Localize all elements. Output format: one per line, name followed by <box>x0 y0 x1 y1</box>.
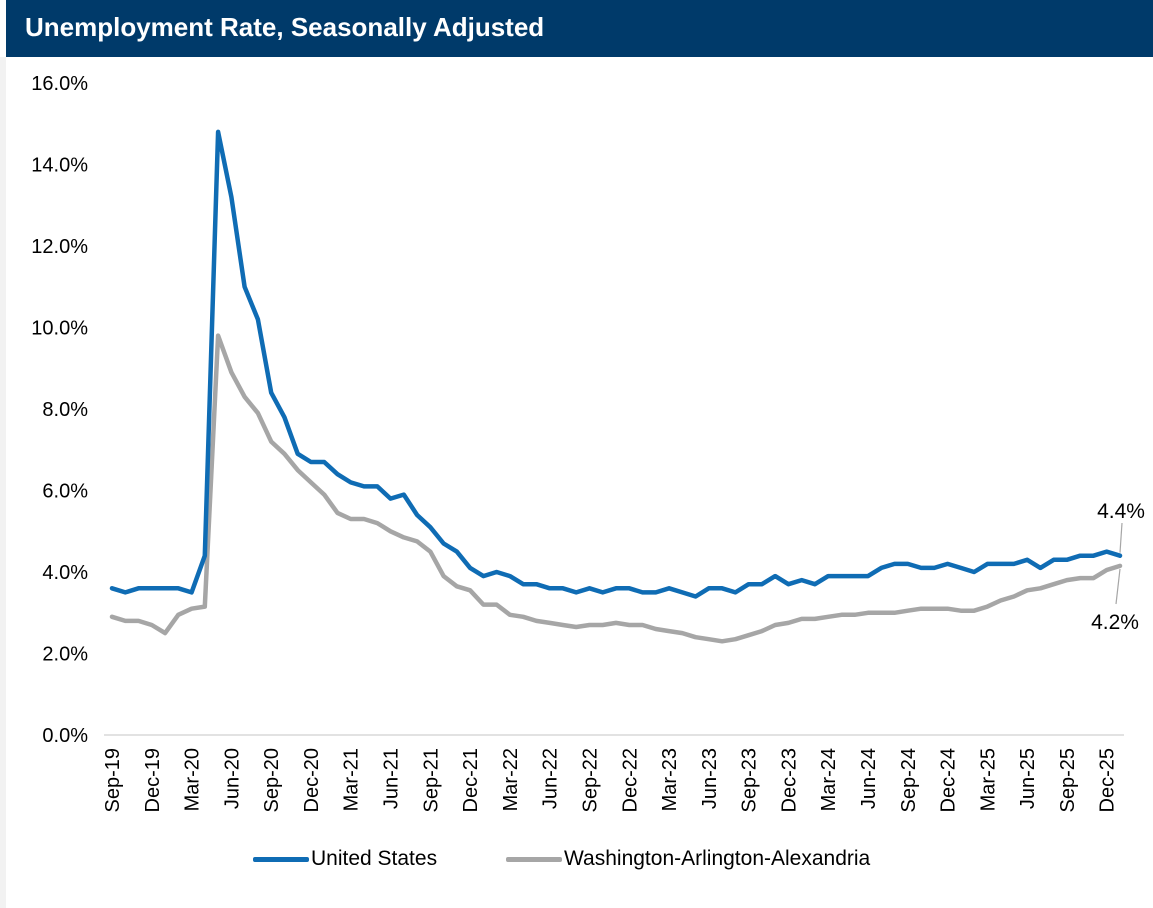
x-tick-label: Jun-23 <box>699 748 721 809</box>
x-tick-label: Dec-19 <box>142 748 164 812</box>
legend-item-united-states: United States <box>253 847 437 871</box>
y-tick-label: 10.0% <box>31 318 88 340</box>
x-tick-label: Sep-20 <box>261 748 283 813</box>
x-tick-label: Dec-22 <box>619 748 641 812</box>
end-labels: 4.4% 4.2% <box>1091 500 1145 634</box>
y-tick-label: 16.0% <box>31 73 88 95</box>
legend-swatch-washington <box>506 856 562 862</box>
x-tick-label: Mar-25 <box>977 748 999 811</box>
x-tick-label: Sep-25 <box>1057 748 1079 813</box>
title-bar: Unemployment Rate, Seasonally Adjusted <box>6 0 1153 57</box>
legend-item-washington: Washington-Arlington-Alexandria <box>506 847 870 871</box>
x-axis-ticks: Sep-19 Dec-19 Mar-20 Jun-20 Sep-20 Dec-20 Mar-… <box>102 748 1119 813</box>
x-tick-label: Dec-21 <box>460 748 482 812</box>
x-tick-label: Sep-22 <box>579 748 601 813</box>
end-label-leader-dc <box>1115 568 1121 605</box>
x-tick-label: Dec-20 <box>301 748 323 812</box>
end-label-washington: 4.2% <box>1091 611 1139 634</box>
x-tick-label: Dec-24 <box>938 748 960 812</box>
x-tick-label: Jun-20 <box>221 748 243 809</box>
y-tick-label: 2.0% <box>42 644 88 666</box>
end-label-united-states: 4.4% <box>1097 500 1145 523</box>
y-tick-label: 0.0% <box>42 725 88 747</box>
y-tick-label: 4.0% <box>42 562 88 584</box>
x-tick-label: Dec-25 <box>1097 748 1119 812</box>
y-tick-label: 14.0% <box>31 155 88 177</box>
series-line-washington <box>109 333 1123 644</box>
side-stripe <box>0 57 6 908</box>
y-tick-label: 12.0% <box>31 236 88 258</box>
x-tick-label: Dec-23 <box>778 748 800 812</box>
x-tick-label: Sep-24 <box>898 748 920 813</box>
y-axis-ticks: 0.0% 2.0% 4.0% 6.0% 8.0% 10.0% 12.0% 14.0% 16.0% <box>31 73 88 747</box>
x-tick-label: Sep-23 <box>739 748 761 813</box>
x-tick-label: Jun-21 <box>381 748 403 809</box>
x-tick-label: Mar-23 <box>659 748 681 811</box>
legend-label-washington: Washington-Arlington-Alexandria <box>564 847 871 870</box>
x-tick-label: Jun-22 <box>540 748 562 809</box>
x-tick-label: Mar-20 <box>182 748 204 811</box>
y-tick-label: 6.0% <box>42 481 88 503</box>
y-tick-label: 8.0% <box>42 399 88 421</box>
end-label-leader-us <box>1119 522 1123 553</box>
x-tick-label: Mar-22 <box>500 748 522 811</box>
legend: United States Washington-Arlington-Alexa… <box>0 847 1153 877</box>
chart-title: Unemployment Rate, Seasonally Adjusted <box>25 12 545 42</box>
x-tick-label: Sep-19 <box>102 748 124 813</box>
x-tick-label: Jun-24 <box>858 748 880 809</box>
legend-swatch-united-states <box>253 856 309 862</box>
x-tick-label: Jun-25 <box>1017 748 1039 809</box>
x-tick-label: Mar-21 <box>341 748 363 811</box>
x-tick-label: Mar-24 <box>818 748 840 811</box>
series-line-united-states <box>109 129 1123 599</box>
x-tick-label: Sep-21 <box>420 748 442 813</box>
legend-label-united-states: United States <box>311 847 438 870</box>
series-lines <box>109 129 1123 644</box>
